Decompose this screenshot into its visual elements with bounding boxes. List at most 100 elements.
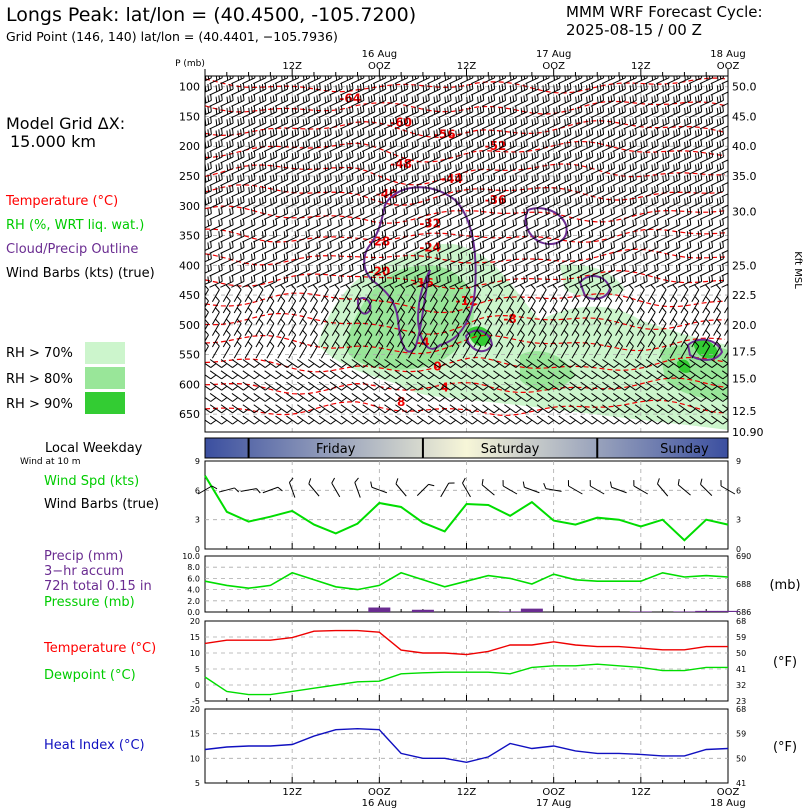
wind-barb-flag <box>351 105 354 112</box>
wind-barb-flag <box>471 150 474 158</box>
wind-barb-flag <box>450 408 456 414</box>
wind-barb-flag <box>316 242 319 249</box>
wind-barb-flag <box>275 229 278 237</box>
wind-barb <box>405 404 424 414</box>
legend-dewpoint: Dewpoint (°C) <box>44 668 136 683</box>
wind-barb <box>527 307 536 325</box>
wind-barb-flag <box>381 95 384 102</box>
wind-barb-flag <box>338 197 340 204</box>
wind-barb <box>514 252 528 266</box>
wind-barb <box>623 139 637 153</box>
wind-barb <box>481 218 496 232</box>
wind-barb <box>350 195 365 209</box>
wind-barb-flag <box>373 374 380 380</box>
wind-barb <box>394 184 408 198</box>
wind-barb-flag <box>406 128 408 135</box>
wind-barb <box>375 329 384 348</box>
wind-barb <box>549 295 558 314</box>
wind-barb-shaft <box>568 145 583 153</box>
wind-barb-flag <box>458 231 460 238</box>
wind-barb-flag <box>520 198 523 205</box>
temperature-contour-line <box>205 356 726 373</box>
wind-barb-shaft <box>416 381 429 391</box>
wind-barb-flag <box>586 141 588 149</box>
wind-barb-flag <box>591 94 594 101</box>
wind-barb-shaft <box>449 145 463 153</box>
wind-barb-flag <box>338 129 340 136</box>
wind-barb <box>506 295 515 314</box>
wind-barb-flag <box>319 195 321 203</box>
wind-barb-flag <box>236 284 242 290</box>
wind-barb <box>492 229 507 243</box>
wind-barb-flag <box>444 107 447 115</box>
wind-barb-shaft <box>231 235 245 243</box>
wind-barb-flag <box>458 185 460 193</box>
wind-barb-shaft <box>558 247 572 254</box>
wind-barb-flag <box>400 141 403 149</box>
wind-barb-shaft <box>266 311 275 325</box>
wind-barb-flag <box>602 241 605 248</box>
wind-barb-flag <box>436 185 438 193</box>
wind-barb-shaft <box>350 190 365 198</box>
wind-barb-flag <box>283 242 286 249</box>
wind-barb-flag <box>591 218 594 225</box>
wind-barb-flag <box>530 318 536 324</box>
wind-barb-flag <box>515 82 517 90</box>
wind-barb-flag <box>624 252 626 259</box>
wind-barb-flag <box>624 195 626 203</box>
wind-barb <box>205 370 217 380</box>
wind-barb-shaft <box>253 393 266 402</box>
wind-barb-shaft <box>503 213 517 220</box>
wind-barb-flag <box>596 318 602 324</box>
wind-barb-flag <box>346 130 349 137</box>
wind-barb-flag <box>618 107 621 115</box>
wind-barb <box>277 318 286 336</box>
wind-barb-shaft <box>547 122 561 130</box>
wind-barb-flag <box>602 229 605 237</box>
wind-barb-flag <box>482 195 485 203</box>
wind-barb-flag <box>425 265 428 272</box>
wind-barb <box>613 370 631 380</box>
wind-barb-flag <box>575 107 577 115</box>
wind-barb-shaft <box>527 334 536 348</box>
wind-barb-flag <box>308 173 310 180</box>
wind-barb-flag <box>259 175 261 183</box>
wind-barb-shaft <box>285 77 299 85</box>
wind-barb-flag <box>607 76 610 81</box>
wind-barb <box>329 150 343 164</box>
wind-barb-shaft <box>361 258 375 266</box>
wind-barb-shaft <box>459 280 474 288</box>
wind-barb-flag <box>215 187 218 194</box>
wind-barb-shaft <box>318 280 332 288</box>
wind-barb-flag <box>349 174 351 181</box>
wind-barb-shaft <box>252 99 267 107</box>
legend-temperature-sfc: Temperature (°C) <box>44 641 157 656</box>
wind-barb-flag <box>341 408 347 414</box>
wind-barb-shaft <box>525 213 539 220</box>
wind-barb-shaft <box>299 289 307 302</box>
wind-barb-flag <box>338 208 340 215</box>
wind-barb <box>470 82 485 96</box>
wind-barb-flag <box>621 117 624 125</box>
wind-barb-flag <box>334 318 340 324</box>
wind-barb-shaft <box>416 359 429 368</box>
wind-barb-flag <box>523 106 526 114</box>
wind-barb-flag <box>392 163 395 170</box>
wind-barb <box>418 341 427 359</box>
wind-barb <box>220 207 234 220</box>
wind-barb-flag <box>575 175 577 183</box>
wind-barb <box>329 76 343 85</box>
wind-barb-flag <box>400 96 403 104</box>
wind-barb-shaft <box>329 88 343 96</box>
wind-barb-flag <box>302 76 305 81</box>
wind-barb <box>340 195 354 209</box>
wind-barb-flag <box>422 153 425 160</box>
wind-barb-flag <box>523 95 526 102</box>
wind-barb <box>558 161 572 175</box>
wind-barb-flag <box>556 174 558 181</box>
wind-barb <box>481 173 496 186</box>
temperature-contour-label: -44 <box>441 172 463 186</box>
wind-barb-shaft <box>492 99 506 107</box>
wind-barb-flag <box>436 106 438 114</box>
wind-barb-flag <box>381 151 384 159</box>
